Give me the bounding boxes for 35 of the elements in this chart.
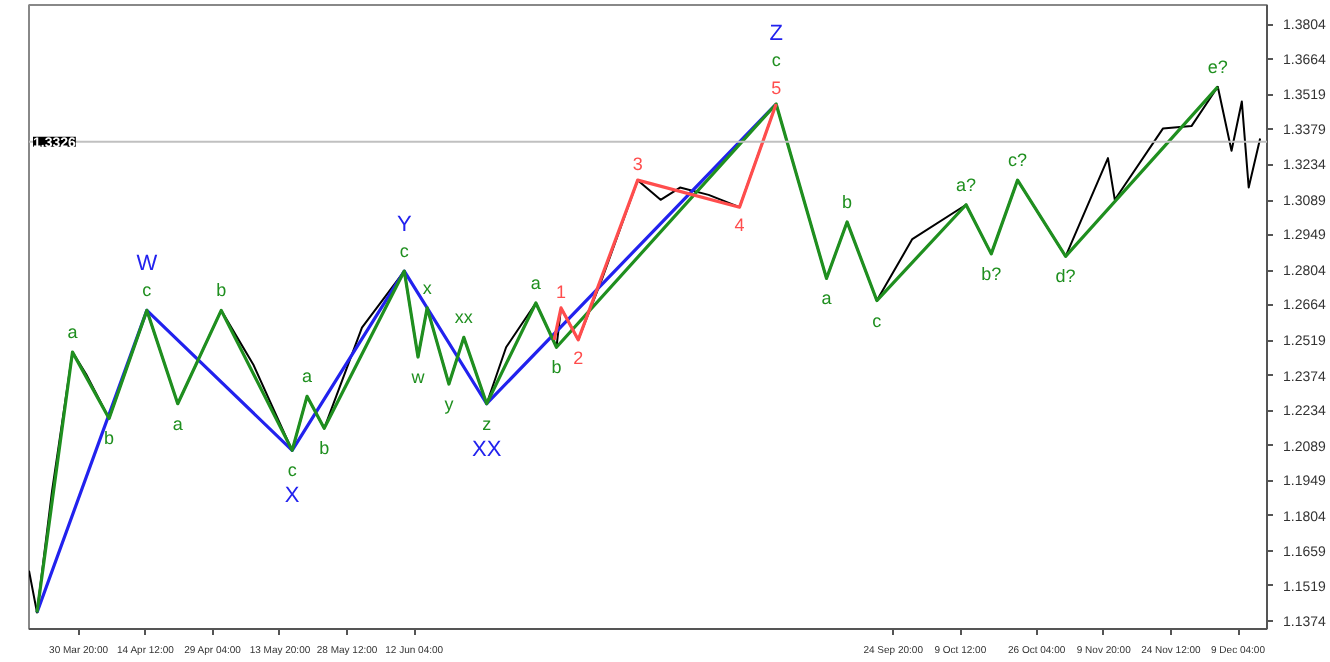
annotation: z <box>482 413 493 434</box>
annotation: 5 <box>771 78 782 98</box>
annotation: c? <box>1008 150 1028 171</box>
annotation: W <box>136 252 159 277</box>
annotation: Z <box>769 22 784 46</box>
annotation: c <box>142 280 153 301</box>
annotation: XX <box>472 437 503 462</box>
annotation: xx <box>454 307 474 328</box>
annotation: b <box>551 357 562 378</box>
annotation: a <box>67 322 78 343</box>
annotation: 3 <box>632 154 643 175</box>
annotation: c <box>872 310 883 331</box>
annotation: c <box>287 460 298 481</box>
annotation: c <box>399 241 410 262</box>
annotation: b <box>104 428 115 449</box>
annotation: a <box>172 413 183 434</box>
annotation: w <box>409 367 426 388</box>
annotation: x <box>422 277 433 298</box>
annotation: d? <box>1055 266 1076 287</box>
annotation: b <box>216 280 227 301</box>
annotation: 1 <box>556 281 567 302</box>
annotation: b <box>319 438 330 459</box>
annotation: a <box>530 273 541 293</box>
annotation: a? <box>956 174 977 195</box>
annotation: c <box>771 50 782 70</box>
annotation: 4 <box>734 215 745 236</box>
annotation: 2 <box>573 347 584 368</box>
annotation: e? <box>1207 56 1228 77</box>
annotation: b? <box>981 263 1002 284</box>
annotation: X <box>284 484 301 509</box>
annotation: b <box>842 191 853 212</box>
annotation: Y <box>396 213 413 238</box>
annotation: a <box>821 288 832 309</box>
annotation: a <box>302 366 313 387</box>
annotation: y <box>444 394 455 415</box>
